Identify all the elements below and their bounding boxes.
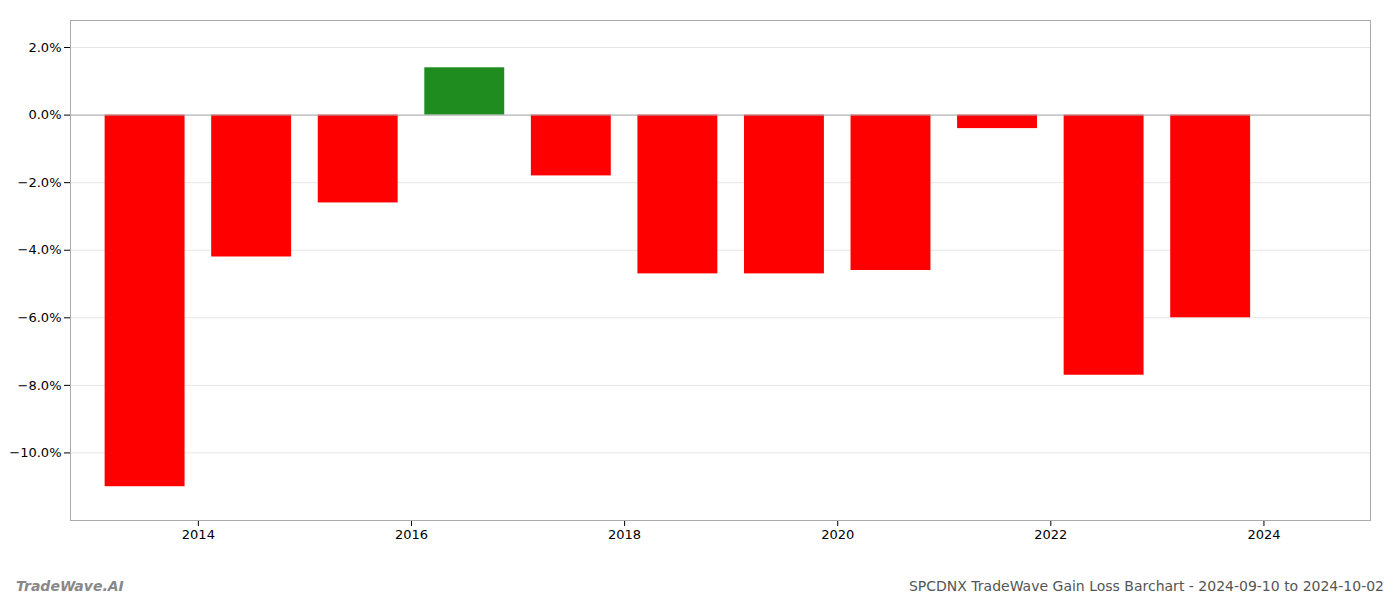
svg-text:−10.0%: −10.0% (9, 445, 61, 460)
svg-text:−8.0%: −8.0% (18, 378, 62, 393)
svg-text:2014: 2014 (182, 527, 215, 542)
svg-text:0.0%: 0.0% (28, 107, 61, 122)
svg-text:2020: 2020 (821, 527, 854, 542)
html-text:TradeWave.AI: TradeWave.AI (16, 578, 124, 594)
svg-text:2022: 2022 (1034, 527, 1067, 542)
svg-text:2016: 2016 (395, 527, 428, 542)
svg-text:2018: 2018 (608, 527, 641, 542)
svg-text:−4.0%: −4.0% (18, 242, 62, 257)
svg-text:−6.0%: −6.0% (18, 310, 62, 325)
svg-text:−2.0%: −2.0% (18, 175, 62, 190)
html-text:SPCDNX TradeWave Gain Loss Bar: SPCDNX TradeWave Gain Loss Barchart - 20… (908, 578, 1384, 594)
svg-text:2024: 2024 (1247, 527, 1280, 542)
svg-text:2.0%: 2.0% (28, 40, 61, 55)
